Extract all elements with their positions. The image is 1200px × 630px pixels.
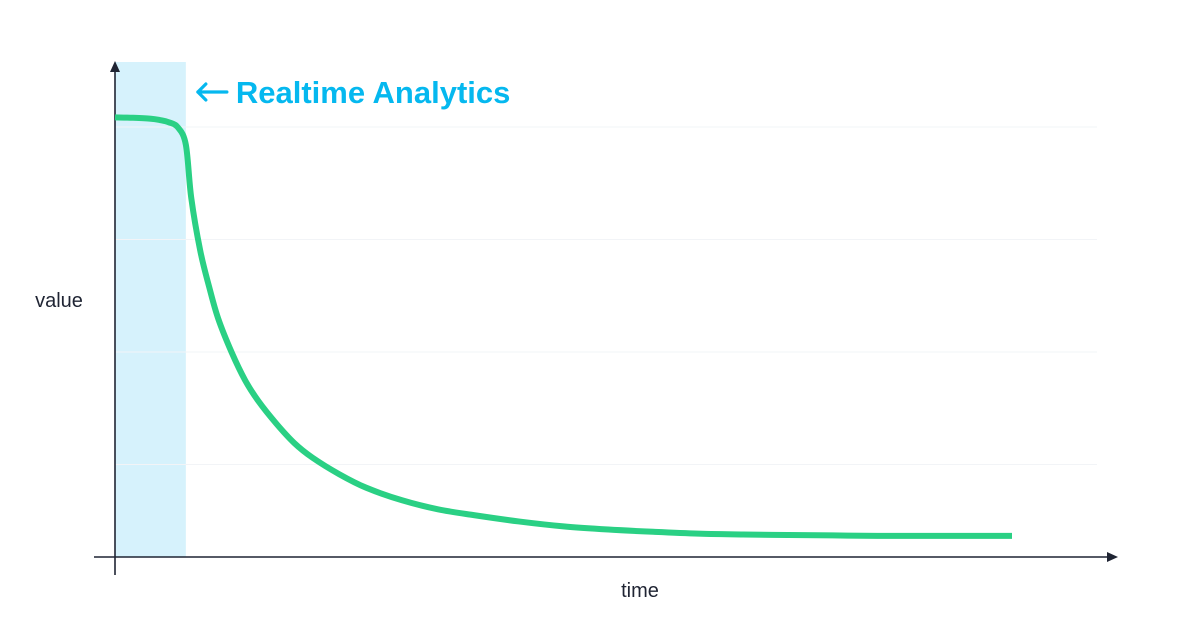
y-axis xyxy=(110,61,120,575)
grid xyxy=(115,126,1097,465)
y-axis-arrow-icon xyxy=(110,61,120,72)
y-axis-label: value xyxy=(35,290,83,312)
x-axis-label: time xyxy=(621,580,659,602)
annotation-label: Realtime Analytics xyxy=(236,75,511,110)
x-axis xyxy=(94,552,1118,562)
x-axis-arrow-icon xyxy=(1107,552,1118,562)
realtime-highlight-band xyxy=(115,62,186,557)
series-line xyxy=(114,114,1012,539)
left-arrow-icon xyxy=(196,82,229,102)
annotation: Realtime Analytics xyxy=(196,75,511,110)
